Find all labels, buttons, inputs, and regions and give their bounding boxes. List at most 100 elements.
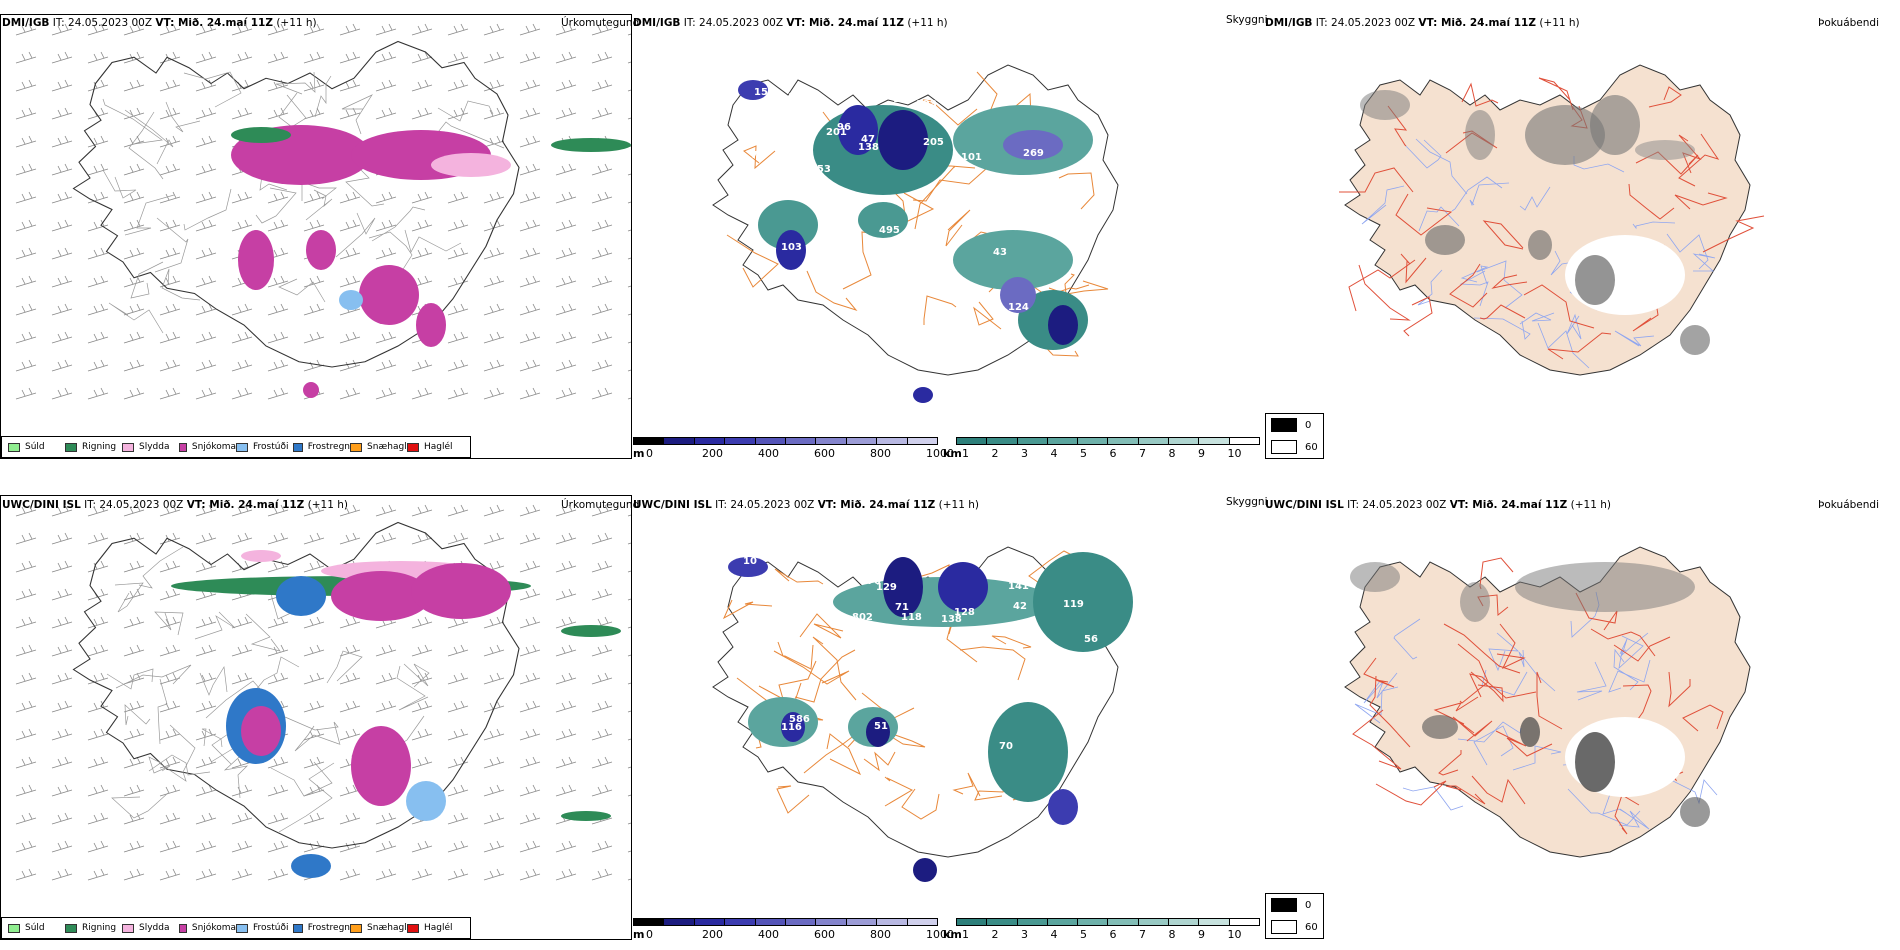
visibility-tick: 2 [991,447,999,460]
height-tick: 0 [646,447,653,460]
legend-swatch [236,923,248,933]
peak-label: 43 [993,247,1007,258]
legend-item-frostregn: Frostregn [293,923,350,933]
legend-swatch [65,923,77,933]
cloud-areas [738,80,1093,403]
legend-swatch [8,923,20,933]
colorbar-cell [1078,438,1109,444]
colorbar-cell [987,919,1018,925]
visibility-tick: 9 [1198,447,1205,460]
legend-swatch [179,923,187,933]
legend-item-snjókoma: Snjókoma [179,442,236,452]
precip-type-map: Súld Rigning Slydda Snjókoma Frostúði Frostre… [0,495,632,940]
colorbar-cell [634,438,665,444]
colorbar-cell [1138,438,1170,444]
colorbar-cell [1047,919,1079,925]
fog-shading [1360,90,1710,355]
panel-title-cloud-frac: Þokuábendi [1818,499,1879,511]
colorbar-cell [694,919,726,925]
legend-swatch [122,442,134,452]
cloud-base-map: 15 136 11 96 115 123 47 72 138 153 201 205 101 269 68 1… [633,30,1263,435]
height-tick: 800 [870,447,891,460]
peak-label: 141 [1008,581,1029,592]
peak-label: 129 [876,582,897,593]
visibility-tick: 7 [1139,928,1146,941]
legend-swatch [407,923,419,933]
legend-label: Rigning [82,923,117,933]
legend-label: Frostregn [307,923,350,933]
legend-label: Haglél [424,923,453,933]
legend-item-slydda: Slydda [122,923,179,933]
peak-label: 138 [941,614,962,625]
height-colorbar [633,918,938,926]
legend-swatch [236,442,248,452]
panel-title-cloud-frac: Þokuábendi [1818,17,1879,29]
colorbar-cell [846,919,878,925]
legend-label: Snjókoma [191,442,236,452]
peak-label: 128 [954,607,975,618]
cloud-base-map: 10 748 176 129 71 802 118 316 128 138 141 42 119 56 11… [633,512,1263,917]
peak-label: 118 [901,612,922,623]
colorbar-cell [1108,919,1139,925]
peak-label: 124 [1008,302,1029,313]
panel-title-cloud-low: Skyggni [1226,496,1268,508]
peak-label: 802 [852,612,873,623]
legend-label: Frostregn [307,442,350,452]
colorbar-cell [725,438,756,444]
peak-label: 70 [999,741,1013,752]
height-colorbar [633,437,938,445]
legend-swatch [179,442,187,452]
visibility-tick: 3 [1021,928,1028,941]
peak-label: 495 [879,225,900,236]
legend-label: Snæhagl [367,923,407,933]
peak-label: 115 [893,94,914,105]
cloud-areas [728,552,1133,882]
legend-item-slydda: Slydda [122,442,179,452]
visibility-tick: 7 [1139,447,1146,460]
legend-item-frostregn: Frostregn [293,442,350,452]
peak-label: 119 [1063,599,1084,610]
legend-label: Slydda [139,442,170,452]
legend-item-haglél: Haglél [407,923,464,933]
panel-header: UWC/DINI ISL IT: 24.05.2023 00Z VT: Mið.… [2,499,349,511]
colorbar-cell [907,438,938,444]
visibility-tick: 6 [1109,447,1117,460]
colorbar-cell [1017,919,1048,925]
precip-legend: Súld Rigning Slydda Snjókoma Frostúði Frostre… [1,436,471,458]
legend-label: Frostúði [253,923,289,933]
panel-title-precip: Úrkomutegund [561,17,640,29]
visibility-tick: 1 [962,928,969,941]
height-tick: 600 [814,928,835,941]
legend-label: Snæhagl [367,442,407,452]
legend-label: Frostúði [253,442,289,452]
panel-title-cloud-low: Skyggni [1226,14,1268,26]
colorbar-cell [786,919,817,925]
colorbar-cell [957,438,988,444]
legend-swatch [407,442,419,452]
colorbar-cell [1138,919,1170,925]
panel-header: DMI/IGB IT: 24.05.2023 00Z VT: Mið. 24.m… [2,17,317,29]
visibility-colorbar [956,437,1260,445]
colorbar-cell [1229,438,1259,444]
visibility-tick: 5 [1080,447,1087,460]
panel-header: DMI/IGB IT: 24.05.2023 00Z VT: Mið. 24.m… [633,17,948,29]
legend-label: Haglél [424,442,453,452]
peak-label: 71 [895,602,909,613]
fog-legend: 0 60 [1265,893,1324,939]
visibility-tick: 2 [991,928,999,941]
legend-label: Súld [25,923,45,933]
visibility-tick: 10 [1227,928,1242,941]
colorbar-cell [1108,438,1139,444]
fog-legend: 0 60 [1265,413,1324,459]
legend-swatch [293,442,303,452]
peak-label: 586 [789,714,810,725]
fog-shading [1350,562,1710,827]
legend-label: Rigning [82,442,117,452]
legend-item-snjókoma: Snjókoma [179,923,236,933]
colorbar-cell [694,438,726,444]
peak-label: 153 [810,164,831,175]
peak-label: 176 [860,576,881,587]
peak-label: 116 [781,722,802,733]
visibility-tick: 6 [1109,928,1117,941]
peak-label: 15 [754,87,768,98]
